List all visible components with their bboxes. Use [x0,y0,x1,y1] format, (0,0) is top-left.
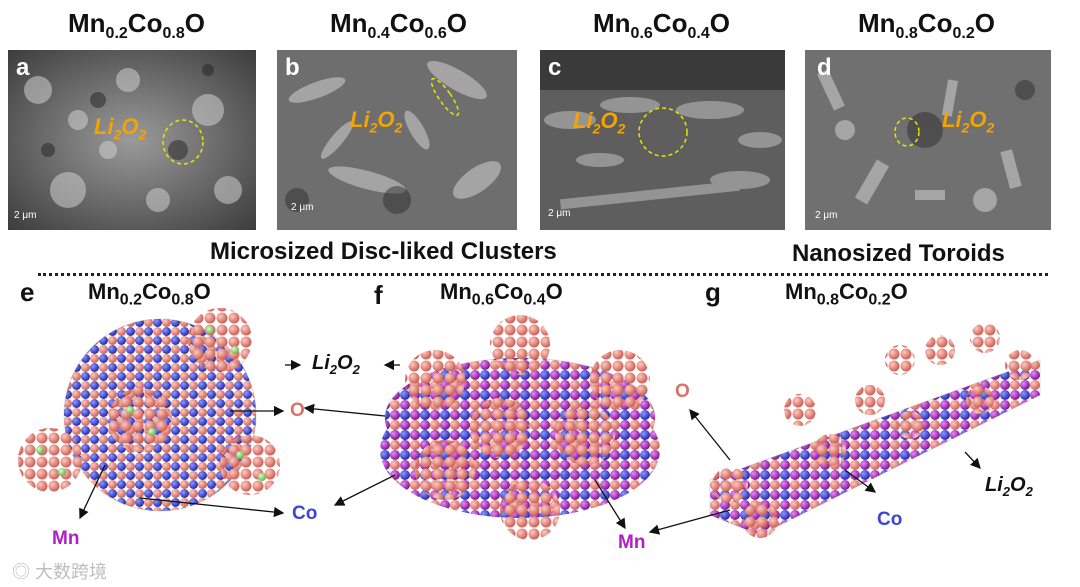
panel-label-a: a [16,54,30,81]
sem-texture-d [805,50,1051,230]
title-c: Mn0.6Co0.4O [593,8,730,43]
model-letter-f: f [374,280,383,310]
title-d: Mn0.8Co0.2O [858,8,995,43]
dotted-divider [38,273,1048,276]
scale-bar-b: 2 μm [291,202,314,213]
model-e-sphere [18,308,280,512]
watermark-icon: ◎ [12,562,30,582]
title-a: Mn0.2Co0.8O [68,8,205,43]
annotation-arrows [79,359,981,535]
section-heading-microsized: Microsized Disc-liked Clusters [210,238,557,265]
watermark-logo: ◎ 大数跨境 [12,562,108,582]
sem-image-b: b Li2O2 2 μm [277,50,517,230]
li2o2-cluster-e2 [108,388,172,452]
panel-label-d: d [817,54,832,81]
li2o2-cluster-e3 [18,428,82,492]
sem-image-d: d Li2O2 2 μm [805,50,1051,230]
li2o2-cluster-e4 [220,435,280,495]
model-letter-g: g [705,277,721,307]
label-Mn-g: Mn [618,532,646,553]
model-title-e: Mn0.2Co0.8O [88,279,211,309]
label-O-g: O [675,381,690,402]
sem-texture-a [8,50,256,230]
panel-label-b: b [285,54,300,81]
scale-bar-d: 2 μm [815,210,838,221]
model-title-g: Mn0.8Co0.2O [785,279,908,309]
model-g-rod [709,323,1041,538]
li2o2-label-e: Li2O2 [312,352,360,377]
label-Co-e: Co [292,503,318,524]
li2o2-label-b: Li2O2 [350,107,403,136]
sem-image-c: c Li2O2 2 μm [540,50,785,230]
li2o2-label-a: Li2O2 [94,114,147,143]
label-Mn-e: Mn [52,528,80,549]
scale-bar-c: 2 μm [548,208,571,219]
label-O-e: O [290,400,305,421]
sem-texture-c [540,50,785,230]
atomic-models-illustration [18,308,1041,540]
li2o2-label-g: Li2O2 [985,474,1033,499]
sem-image-a: a Li2O2 2 μm [8,50,256,230]
label-Co-g: Co [877,509,903,530]
model-f-disc [380,315,660,540]
panel-label-c: c [548,54,562,81]
li2o2-cluster-e1 [188,308,252,372]
title-b: Mn0.4Co0.6O [330,8,467,43]
sem-texture-b [277,50,517,230]
section-heading-nanosized: Nanosized Toroids [792,240,1005,267]
model-title-f: Mn0.6Co0.4O [440,279,563,309]
li2o2-label-c: Li2O2 [573,108,626,137]
li2o2-label-d: Li2O2 [942,107,995,136]
scale-bar-a: 2 μm [14,210,37,221]
model-letter-e: e [20,277,35,307]
